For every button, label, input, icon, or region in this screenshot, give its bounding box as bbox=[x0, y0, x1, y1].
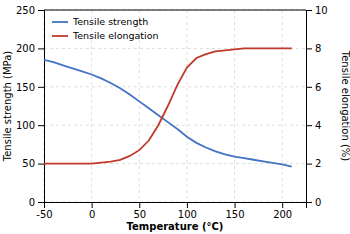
y2-axis: 0 2 4 6 8 10 bbox=[306, 5, 328, 208]
tick-label: 50 bbox=[22, 158, 35, 169]
grid-line bbox=[282, 10, 283, 202]
tick-mark bbox=[38, 125, 44, 126]
tick: 100 bbox=[16, 120, 44, 131]
tick-mark bbox=[306, 125, 312, 126]
grid-line bbox=[44, 125, 306, 126]
tick-mark bbox=[139, 202, 140, 208]
axis-line bbox=[45, 203, 307, 209]
tick-label: 0 bbox=[89, 209, 95, 220]
tick-label: 2 bbox=[315, 158, 321, 169]
tick-mark bbox=[38, 48, 44, 49]
grid-line bbox=[44, 10, 306, 11]
tick-label: 100 bbox=[16, 120, 35, 131]
tick: 50 bbox=[133, 202, 146, 220]
tick: 8 bbox=[306, 43, 321, 54]
legend-swatch bbox=[52, 21, 68, 23]
tick: 200 bbox=[273, 202, 292, 220]
tick: 10 bbox=[306, 5, 328, 16]
axis-line bbox=[307, 11, 313, 203]
tick-mark bbox=[306, 10, 312, 11]
tick: 200 bbox=[16, 43, 44, 54]
tick-mark bbox=[306, 48, 312, 49]
tick-mark bbox=[92, 202, 93, 208]
tick-label: 150 bbox=[225, 209, 244, 220]
tick: 2 bbox=[306, 158, 321, 169]
line bbox=[44, 48, 292, 163]
tick: 0 bbox=[29, 197, 44, 208]
tick-label: 0 bbox=[29, 197, 35, 208]
tick-mark bbox=[38, 10, 44, 11]
tick-mark bbox=[235, 202, 236, 208]
tick-label: 4 bbox=[315, 120, 321, 131]
tick: 50 bbox=[22, 158, 44, 169]
legend-label: Tensile strength bbox=[72, 16, 148, 27]
legend-item: Tensile elongation bbox=[52, 30, 159, 41]
tick-mark bbox=[306, 164, 312, 165]
grid-line bbox=[186, 10, 187, 202]
tick-mark bbox=[306, 202, 312, 203]
tick-label: 250 bbox=[16, 5, 35, 16]
tick: 4 bbox=[306, 120, 321, 131]
tick-label: 10 bbox=[315, 5, 328, 16]
tick-label: 200 bbox=[16, 43, 35, 54]
tick-label: 150 bbox=[16, 82, 35, 93]
plot: -500501001502000501001502002500246810Ten… bbox=[16, 5, 328, 220]
grid bbox=[44, 10, 306, 202]
legend-swatch bbox=[52, 35, 68, 37]
y-axis: 0 50 100 150 200 250 bbox=[16, 5, 45, 208]
legend-item: Tensile strength bbox=[52, 16, 148, 27]
tick-label: 6 bbox=[315, 82, 321, 93]
tick: 100 bbox=[178, 202, 197, 220]
grid-line bbox=[234, 10, 235, 202]
tick: 6 bbox=[306, 82, 321, 93]
y-axis-title: Tensile strength (MPa) bbox=[2, 51, 13, 163]
tick-mark bbox=[187, 202, 188, 208]
x-axis: -50 0 50 100 150 200 bbox=[36, 202, 306, 220]
tick-mark bbox=[38, 164, 44, 165]
tick-mark bbox=[282, 202, 283, 208]
tick-label: 8 bbox=[315, 43, 321, 54]
grid-line bbox=[44, 86, 306, 87]
tick: 0 bbox=[89, 202, 95, 220]
axis-line bbox=[38, 11, 45, 203]
chart: -500501001502000501001502002500246810Ten… bbox=[0, 0, 350, 234]
y2-axis-title: Tensile elongation (%) bbox=[340, 50, 350, 162]
tick-label: 200 bbox=[273, 209, 292, 220]
x-axis-title: Temperature (°C) bbox=[127, 221, 224, 232]
tick-mark bbox=[306, 87, 312, 88]
tick-label: 100 bbox=[178, 209, 197, 220]
line bbox=[44, 60, 292, 167]
tick: -50 bbox=[36, 202, 52, 220]
series-group bbox=[44, 48, 292, 166]
legend: Tensile strength Tensile elongation bbox=[52, 16, 159, 41]
tick-mark bbox=[38, 202, 44, 203]
tick-label: 0 bbox=[315, 197, 321, 208]
tick: 150 bbox=[225, 202, 244, 220]
legend-label: Tensile elongation bbox=[72, 30, 159, 41]
tick: 0 bbox=[306, 197, 321, 208]
tick: 150 bbox=[16, 82, 44, 93]
frame bbox=[44, 10, 306, 11]
tick-mark bbox=[38, 87, 44, 88]
tick: 250 bbox=[16, 5, 44, 16]
tick-label: 50 bbox=[133, 209, 146, 220]
tick-label: -50 bbox=[36, 209, 52, 220]
